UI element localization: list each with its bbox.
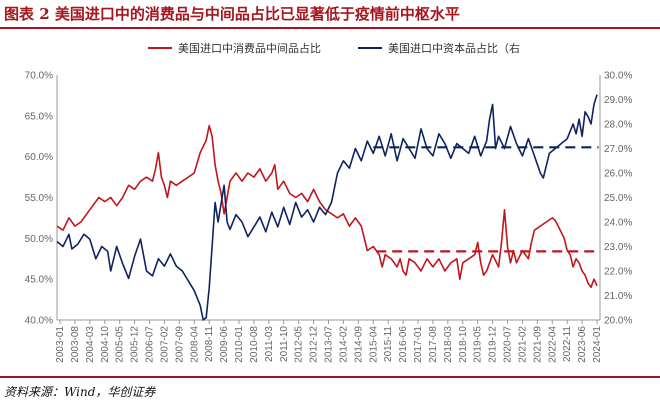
grid-lines — [56, 75, 601, 321]
series-line-right — [56, 94, 598, 321]
x-tick-label: 2015-04 — [368, 326, 379, 363]
x-tick-label: 2012-05 — [294, 326, 305, 363]
y-axis-right: 20.0% 21.0% 22.0% 23.0% 24.0% 25.0% 26.0% 27.0%… — [604, 71, 632, 327]
legend-label: 美国进口中消费品中间品占比 — [178, 41, 321, 55]
x-tick-label: 2007-02 — [159, 326, 170, 363]
x-tick-label: 2023-06 — [577, 326, 588, 363]
y-right-tick-label: 26.0% — [604, 169, 632, 180]
x-tick-label: 2022-04 — [547, 326, 558, 363]
x-tick-label: 2008-11 — [204, 326, 215, 362]
y-right-tick-label: 29.0% — [604, 95, 632, 106]
y-right-tick-label: 24.0% — [604, 218, 632, 229]
x-tick-label: 2013-07 — [324, 326, 335, 363]
x-tick-label: 2021-09 — [532, 326, 543, 363]
y-left-tick-label: 40.0% — [25, 316, 53, 327]
chart-legend: 美国进口中消费品中间品占比 美国进口中资本品占比（右 — [148, 41, 520, 55]
x-tick-label: 2010-01 — [234, 326, 245, 363]
x-tick-label: 2020-07 — [503, 326, 514, 363]
legend-label: 美国进口中资本品占比（右 — [388, 41, 520, 55]
x-tick-label: 2012-12 — [309, 326, 320, 363]
x-tick-label: 2005-05 — [115, 326, 126, 363]
x-tick-label: 2014-02 — [338, 326, 349, 363]
y-right-tick-label: 28.0% — [604, 120, 632, 131]
y-left-tick-label: 65.0% — [25, 111, 53, 122]
chart-title: 图表 2 美国进口中的消费品与中间品占比已显著低于疫情前中枢水平 — [4, 5, 460, 23]
y-right-tick-label: 30.0% — [604, 71, 632, 82]
y-left-tick-label: 55.0% — [25, 193, 53, 204]
x-tick-label: 2015-11 — [383, 326, 394, 362]
x-tick-label: 2019-05 — [473, 326, 484, 363]
y-right-tick-label: 20.0% — [604, 316, 632, 327]
x-tick-label: 2009-06 — [219, 326, 230, 363]
y-right-tick-label: 21.0% — [604, 291, 632, 302]
x-tick-label: 2003-08 — [70, 326, 81, 363]
x-tick-label: 2014-09 — [353, 326, 364, 363]
source-note: 资料来源：Wind，华创证券 — [4, 385, 156, 399]
x-tick-label: 2004-03 — [85, 326, 96, 363]
y-left-tick-label: 60.0% — [25, 152, 53, 163]
x-tick-label: 2004-10 — [100, 326, 111, 363]
x-tick-label: 2006-07 — [145, 326, 156, 363]
source-divider — [0, 376, 660, 378]
x-tick-label: 2024-01 — [592, 326, 603, 363]
y-right-tick-label: 25.0% — [604, 193, 632, 204]
x-tick-label: 2010-08 — [249, 326, 260, 363]
x-tick-label: 2016-06 — [398, 326, 409, 363]
y-left-tick-label: 70.0% — [25, 71, 53, 82]
x-tick-label: 2018-10 — [458, 326, 469, 363]
y-right-tick-label: 23.0% — [604, 242, 632, 253]
y-left-tick-label: 45.0% — [25, 275, 53, 286]
x-tick-label: 2019-12 — [488, 326, 499, 363]
title-bar: 图表 2 美国进口中的消费品与中间品占比已显著低于疫情前中枢水平 — [0, 0, 660, 26]
line-chart: 40.0% 45.0% 50.0% 55.0% 60.0% 65.0% 70.0% 20.0… — [25, 41, 633, 363]
x-tick-label: 2017-01 — [413, 326, 424, 363]
title-divider — [0, 27, 660, 29]
x-tick-label: 2005-12 — [130, 326, 141, 363]
x-tick-label: 2022-11 — [562, 326, 573, 362]
x-tick-label: 2018-03 — [443, 326, 454, 363]
x-tick-label: 2021-02 — [517, 326, 528, 363]
x-tick-label: 2008-04 — [189, 326, 200, 363]
x-tick-label: 2017-08 — [428, 326, 439, 363]
series-line-left — [56, 124, 598, 289]
y-left-tick-label: 50.0% — [25, 234, 53, 245]
y-axis-left: 40.0% 45.0% 50.0% 55.0% 60.0% 65.0% 70.0% — [25, 71, 53, 327]
x-tick-label: 2003-01 — [55, 326, 66, 363]
x-tick-label: 2011-10 — [279, 326, 290, 362]
y-right-tick-label: 27.0% — [604, 144, 632, 155]
x-tick-label: 2007-09 — [174, 326, 185, 363]
series-lines — [56, 94, 599, 321]
y-right-tick-label: 22.0% — [604, 267, 632, 278]
x-axis: 2003-01 2003-08 2004-03 2004-10 2005-05 2005-… — [55, 320, 603, 363]
x-tick-label: 2011-03 — [264, 326, 275, 362]
